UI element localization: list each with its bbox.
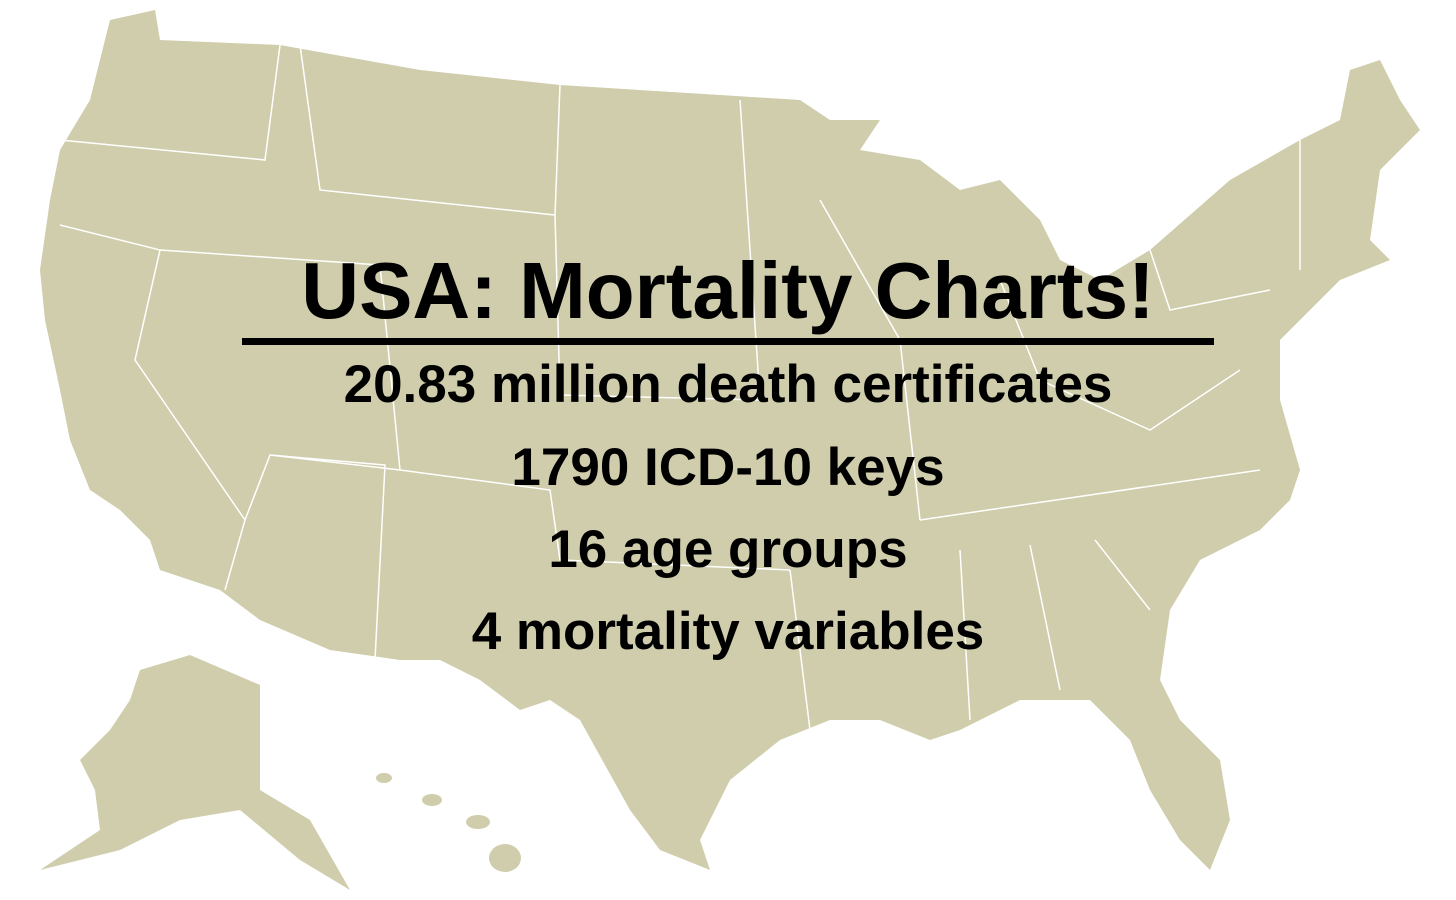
info-line: 20.83 million death certificates	[344, 355, 1113, 414]
info-line: 1790 ICD-10 keys	[511, 438, 944, 497]
hawaii	[466, 815, 490, 829]
hawaii	[489, 844, 521, 872]
us-map	[40, 10, 1420, 890]
info-line: 16 age groups	[548, 520, 907, 579]
alaska	[40, 655, 350, 890]
title: USA: Mortality Charts!	[301, 246, 1154, 335]
hawaii	[376, 773, 392, 783]
info-line: 4 mortality variables	[472, 602, 985, 661]
title-underline	[242, 338, 1214, 345]
mainland	[40, 10, 1420, 870]
hawaii	[422, 794, 442, 806]
